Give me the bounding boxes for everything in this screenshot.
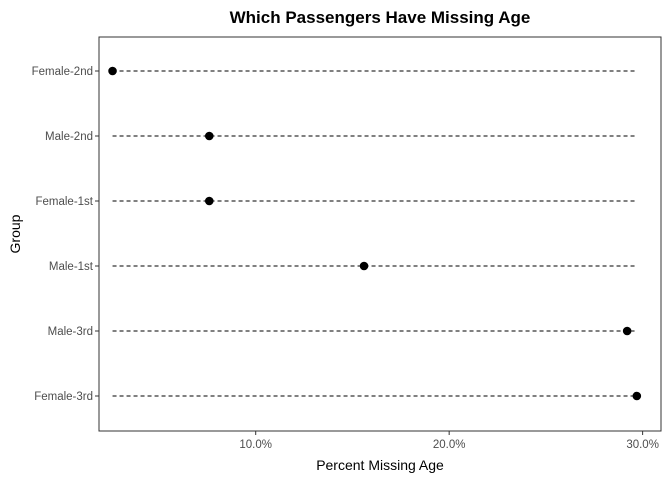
point-female-3rd <box>632 391 642 401</box>
dashed-segments <box>112 70 637 397</box>
plot-panel <box>98 36 662 432</box>
y-axis: Female-3rd Male-3rd Male-1st Female-1st Male… <box>32 66 99 403</box>
point-female-2nd <box>108 66 117 76</box>
y-tick-label-female-2nd: Female-2nd <box>32 66 93 78</box>
point-female-1st <box>204 196 214 206</box>
y-tick-label-male-1st: Male-1st <box>49 261 94 273</box>
y-tick-label-male-2nd: Male-2nd <box>45 131 93 143</box>
point-male-2nd <box>204 131 214 141</box>
y-tick-label-male-3rd: Male-3rd <box>48 326 93 338</box>
x-axis: 10.0% 20.0% 30.0% <box>239 431 659 451</box>
data-points <box>108 66 642 401</box>
x-tick-label-30: 30.0% <box>626 439 659 451</box>
x-tick-label-20: 20.0% <box>433 439 466 451</box>
y-tick-label-female-1st: Female-1st <box>35 196 93 208</box>
x-tick-label-10: 10.0% <box>239 439 272 451</box>
x-axis-title: Percent Missing Age <box>316 457 444 473</box>
point-male-3rd <box>622 326 632 336</box>
chart-title: Which Passengers Have Missing Age <box>230 8 531 27</box>
point-male-1st <box>359 261 369 271</box>
y-tick-label-female-3rd: Female-3rd <box>34 391 93 403</box>
y-axis-title: Group <box>7 214 23 253</box>
